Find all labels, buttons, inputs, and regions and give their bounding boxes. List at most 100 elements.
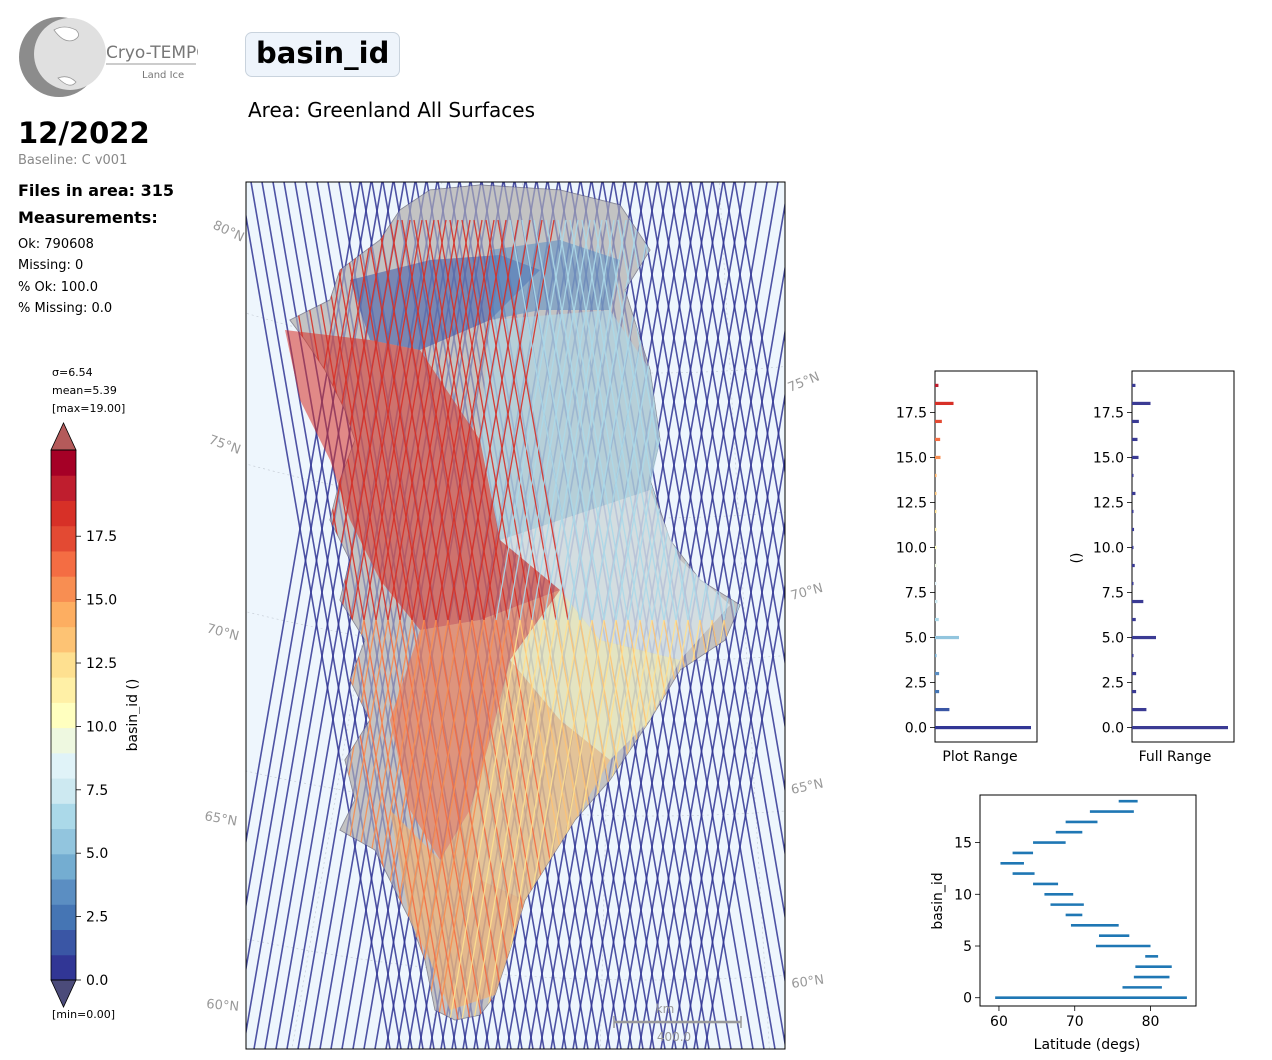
histogram-tick-label: 17.5 bbox=[896, 405, 927, 421]
histogram-tick-label: 7.5 bbox=[905, 586, 927, 602]
histogram-bar bbox=[935, 635, 959, 640]
histogram-bar bbox=[935, 707, 950, 712]
histogram-bar bbox=[1132, 671, 1137, 676]
histogram-bar bbox=[935, 473, 937, 478]
histogram-bar bbox=[935, 545, 937, 550]
baseline-label: Baseline: C v001 bbox=[18, 153, 128, 168]
colorbar-segment bbox=[51, 677, 76, 703]
histogram-bar bbox=[935, 383, 939, 388]
histogram-tick-label: 15.0 bbox=[896, 450, 927, 466]
histogram-bar bbox=[1132, 383, 1136, 388]
stat-missing: Missing: 0 bbox=[18, 258, 84, 273]
histogram-tick-label: 5.0 bbox=[1102, 631, 1124, 647]
histogram-bar bbox=[1132, 509, 1134, 514]
histogram-bar bbox=[1132, 491, 1136, 496]
colorbar-over-triangle bbox=[50, 422, 77, 451]
colorbar-segment bbox=[51, 853, 76, 880]
colorbar: 0.0 2.5 5.0 7.5 10.0 12.5 15.0 17.5 basin_id () bbox=[50, 422, 140, 1008]
latitude-range-chart: 60 70 80 0 5 10 15 Latitude (degs) basin_id bbox=[930, 794, 1197, 1053]
scale-bar-value: 400.0 bbox=[657, 1030, 691, 1044]
latitude-ytick-label: 10 bbox=[954, 887, 972, 903]
colorbar-segment bbox=[51, 752, 76, 779]
histogram-bar bbox=[935, 599, 938, 604]
histogram-bar bbox=[935, 617, 939, 622]
colorbar-segment bbox=[51, 803, 76, 830]
area-label: Area: Greenland All Surfaces bbox=[248, 98, 535, 122]
cryo-tempo-logo: Cryo-TEMPO Land Ice bbox=[19, 17, 198, 97]
colorbar-segment bbox=[51, 954, 76, 981]
latitude-label-left: 60°N bbox=[206, 997, 240, 1015]
scale-bar-unit: km bbox=[656, 1002, 675, 1016]
colorbar-segment bbox=[51, 879, 76, 905]
latitude-ylabel: basin_id bbox=[930, 872, 946, 929]
colorbar-tick-label: 15.0 bbox=[86, 593, 117, 609]
colorbar-segment bbox=[51, 550, 76, 577]
colorbar-segment bbox=[51, 525, 76, 552]
histogram-bar bbox=[935, 419, 942, 424]
histogram-bar bbox=[935, 437, 941, 442]
colorbar-segment bbox=[51, 651, 76, 678]
histogram-tick-label: 12.5 bbox=[1093, 495, 1124, 511]
latitude-label-right: 60°N bbox=[790, 973, 825, 992]
histogram-bar bbox=[935, 689, 940, 694]
colorbar-segment bbox=[51, 450, 76, 476]
histogram-tick-label: 10.0 bbox=[1093, 540, 1124, 556]
histogram-tick-label: 10.0 bbox=[896, 540, 927, 556]
colorbar-tick-label: 0.0 bbox=[86, 973, 108, 989]
latitude-label-left: 80°N bbox=[210, 218, 246, 245]
map-frame bbox=[245, 181, 786, 1050]
histogram-bar bbox=[1132, 599, 1144, 604]
colorbar-segment bbox=[51, 601, 76, 628]
full-range-ylabel: () bbox=[1069, 553, 1085, 564]
histogram-bar bbox=[935, 725, 1031, 730]
latitude-label-left: 75°N bbox=[207, 433, 243, 458]
plot-range-histogram: 0.0 2.5 5.0 7.5 10.0 12.5 15.0 17.5 Plot Range bbox=[896, 370, 1038, 765]
colorbar-label: basin_id () bbox=[125, 679, 140, 752]
histogram-bar bbox=[1132, 581, 1134, 586]
histogram-bar bbox=[935, 527, 937, 532]
colorbar-tick-label: 5.0 bbox=[86, 846, 108, 862]
histogram-tick-label: 12.5 bbox=[896, 495, 927, 511]
month-label: 12/2022 bbox=[18, 116, 150, 150]
latitude-label-left: 70°N bbox=[205, 621, 241, 644]
page-title: basin_id bbox=[245, 32, 401, 77]
histogram-tick-label: 0.0 bbox=[1102, 721, 1124, 737]
colorbar-segment bbox=[51, 929, 76, 956]
latitude-xtick-label: 80 bbox=[1142, 1014, 1160, 1030]
colorbar-segment bbox=[51, 904, 76, 931]
latitude-xtick-label: 70 bbox=[1066, 1014, 1084, 1030]
colorbar-segment bbox=[51, 576, 76, 602]
histogram-tick-label: 17.5 bbox=[1093, 405, 1124, 421]
colorbar-under-triangle bbox=[50, 979, 77, 1008]
histogram-bar bbox=[1132, 527, 1135, 532]
histogram-bar bbox=[1132, 473, 1134, 478]
histogram-bar bbox=[1132, 635, 1156, 640]
colorbar-max: [max=19.00] bbox=[52, 402, 126, 415]
latitude-label-right: 70°N bbox=[789, 581, 825, 604]
histogram-bar bbox=[935, 491, 937, 496]
greenland-map: 80°N 75°N 70°N 65°N 60°N 75°N 70°N 65°N 60°N km … bbox=[203, 181, 825, 1050]
measurements-heading: Measurements: bbox=[18, 208, 158, 227]
colorbar-tick-label: 17.5 bbox=[86, 529, 117, 545]
histogram-tick-label: 2.5 bbox=[905, 676, 927, 692]
colorbar-segment bbox=[51, 828, 76, 855]
latitude-ytick-label: 0 bbox=[963, 991, 972, 1007]
latitude-xlabel: Latitude (degs) bbox=[1034, 1037, 1141, 1053]
logo-title: Cryo-TEMPO bbox=[106, 43, 198, 63]
histogram-bar bbox=[1132, 455, 1139, 460]
stat-percent-missing: % Missing: 0.0 bbox=[18, 301, 113, 316]
colorbar-segment bbox=[51, 626, 76, 653]
colorbar-segment bbox=[51, 475, 76, 501]
histogram-bar bbox=[1132, 419, 1139, 424]
histogram-bar bbox=[1132, 437, 1138, 442]
latitude-ytick-label: 5 bbox=[963, 939, 972, 955]
latitude-label-left: 65°N bbox=[203, 809, 238, 829]
colorbar-tick-label: 10.0 bbox=[86, 719, 117, 735]
histogram-bar bbox=[1132, 545, 1134, 550]
colorbar-segment bbox=[51, 727, 76, 754]
latitude-xtick-label: 60 bbox=[990, 1014, 1008, 1030]
latitude-label-right: 75°N bbox=[786, 370, 822, 396]
histogram-tick-label: 2.5 bbox=[1102, 676, 1124, 692]
histogram-bar bbox=[935, 581, 937, 586]
colorbar-segment bbox=[51, 702, 76, 729]
